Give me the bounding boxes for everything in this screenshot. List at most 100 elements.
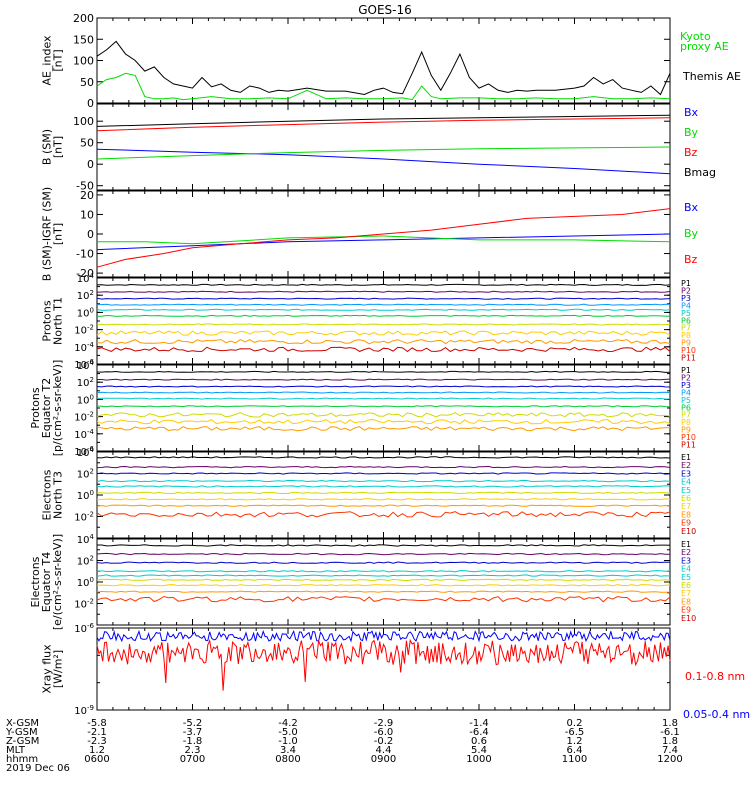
- y-axis-label: Protons: [29, 387, 42, 428]
- y-tick-label: 10-9: [74, 704, 94, 717]
- y-tick-label: 10-6: [74, 445, 94, 458]
- x-row-value: 4.4: [376, 745, 392, 756]
- y-axis-label: [nT]: [52, 223, 65, 245]
- series-bmag: [96, 114, 671, 127]
- panel-frame: [96, 364, 671, 452]
- x-row-value: 2.3: [185, 745, 201, 756]
- y-tick-label: 102: [77, 468, 94, 481]
- panel-bsm_igrf: -20 -10 0 10 20 B (SM)-IGRF (SM)[nT] Bx By Bz: [41, 187, 699, 281]
- x-row-value: -6.4: [469, 727, 489, 738]
- series-p9: [96, 426, 671, 432]
- x-row-value: -1.0: [278, 736, 298, 747]
- legend-p10: P10: [681, 346, 696, 355]
- x-row-value: 0.2: [567, 718, 583, 729]
- y-tick-label: 100: [77, 576, 94, 589]
- y-axis-label: [e/(cm²-s-sr-keV)]: [51, 534, 64, 630]
- x-axis-date: 2019 Dec 06: [6, 763, 70, 774]
- legend-e1: E1: [681, 453, 691, 462]
- legend-e10: E10: [681, 614, 696, 623]
- series-e4: [96, 570, 671, 573]
- x-row-value: -5.0: [278, 727, 298, 738]
- series-e4: [96, 479, 671, 483]
- x-row-value: 1000: [466, 754, 491, 765]
- panel-bsm: -50 0 50 100 B (SM)[nT] Bx By Bz Bmag: [41, 103, 716, 193]
- y-tick-label: 20: [80, 189, 94, 202]
- series-p6: [97, 314, 671, 317]
- x-row-value: -4.2: [278, 718, 298, 729]
- y-tick-label: -50: [76, 180, 94, 193]
- x-row-value: 5.4: [471, 745, 487, 756]
- y-tick-label: 10-2: [74, 598, 94, 611]
- legend-p1: P1: [681, 366, 691, 375]
- series-p3: [96, 385, 671, 388]
- y-axis-label: Equator T2: [40, 378, 53, 438]
- legend-e8: E8: [681, 597, 691, 606]
- x-row-value: -6.5: [565, 727, 585, 738]
- y-tick-label: 10-6: [74, 358, 94, 371]
- legend-proxy-ae: proxy AE: [680, 40, 729, 53]
- series-p5: [96, 308, 671, 311]
- legend-p3: P3: [681, 294, 691, 303]
- legend-e9: E9: [681, 606, 691, 615]
- legend-e10: E10: [681, 527, 696, 536]
- legend-e5: E5: [681, 486, 691, 495]
- y-tick-label: 10-6: [74, 622, 94, 635]
- x-row-value: 1.8: [662, 718, 678, 729]
- legend-p2: P2: [681, 373, 691, 382]
- legend-p7: P7: [681, 411, 691, 420]
- y-axis-label: [W/m²]: [52, 650, 65, 688]
- panel-frame: [96, 451, 671, 539]
- y-tick-label: 0: [87, 97, 94, 110]
- series-kyoto-proxy-ae: [96, 72, 671, 101]
- series-e1: [97, 544, 671, 547]
- y-tick-label: 10-2: [74, 511, 94, 524]
- legend-p6: P6: [681, 316, 691, 325]
- series-e2: [96, 465, 671, 469]
- y-axis-label: AE_index: [41, 35, 54, 86]
- series-by: [97, 235, 671, 245]
- x-row-value: 0900: [371, 754, 396, 765]
- legend-e4: E4: [681, 478, 691, 487]
- y-tick-label: 100: [77, 393, 94, 406]
- x-row-value: -0.2: [374, 736, 394, 747]
- series-p6: [96, 405, 671, 408]
- legend-p8: P8: [681, 331, 691, 340]
- y-axis-label: [nT]: [52, 49, 65, 71]
- legend-e2: E2: [681, 548, 691, 557]
- legend-p8: P8: [681, 418, 691, 427]
- y-axis-label: B (SM): [41, 129, 54, 165]
- legend-bx: Bx: [684, 201, 699, 214]
- y-tick-label: 102: [77, 289, 94, 302]
- x-row-value: 0600: [84, 754, 109, 765]
- series-p2: [96, 290, 671, 293]
- series-p9: [96, 339, 671, 345]
- x-axis-table: X-GSM -5.8 -5.2 -4.2 -2.9 -1.4 0.2 1.8 Y-GSM -2.1…: [5, 718, 683, 774]
- legend-e4: E4: [681, 565, 691, 574]
- series-e5: [96, 574, 671, 577]
- x-row-value: 0700: [180, 754, 205, 765]
- series-p3: [96, 297, 671, 300]
- legend-p10: P10: [681, 433, 696, 442]
- y-tick-label: 102: [77, 376, 94, 389]
- series-0-05-0-4-nm: [96, 629, 671, 643]
- y-tick-label: 10: [80, 208, 94, 221]
- series-p7: [96, 412, 671, 418]
- y-tick-label: 10-2: [74, 324, 94, 337]
- legend-e1: E1: [681, 540, 691, 549]
- legend-e6: E6: [681, 494, 691, 503]
- panel-frame: [96, 103, 671, 191]
- x-row-value: -2.9: [374, 718, 394, 729]
- x-row-label: Y-GSM: [5, 727, 38, 738]
- legend-p4: P4: [681, 388, 691, 397]
- series-p11: [96, 346, 671, 353]
- legend-p7: P7: [681, 324, 691, 333]
- y-tick-label: 104: [77, 446, 95, 459]
- legend-p9: P9: [681, 339, 691, 348]
- x-row-value: 3.4: [280, 745, 296, 756]
- panel-xray: 10-6 10-9 Xray flux[W/m²] 0.1-0.8 nm 0.05-0.…: [41, 622, 750, 721]
- legend-p11: P11: [681, 354, 696, 363]
- legend-bmag: Bmag: [684, 166, 716, 179]
- x-row-value: -6.0: [374, 727, 394, 738]
